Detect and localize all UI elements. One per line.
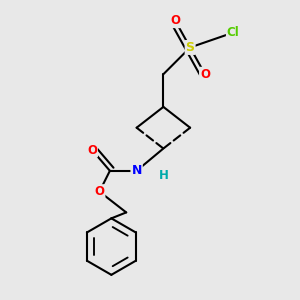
Text: H: H [158, 169, 168, 182]
Text: O: O [200, 68, 210, 81]
Text: O: O [87, 143, 97, 157]
Text: O: O [94, 185, 104, 198]
Text: S: S [186, 41, 195, 54]
Text: O: O [170, 14, 180, 27]
Text: Cl: Cl [227, 26, 240, 39]
Text: N: N [131, 164, 142, 177]
